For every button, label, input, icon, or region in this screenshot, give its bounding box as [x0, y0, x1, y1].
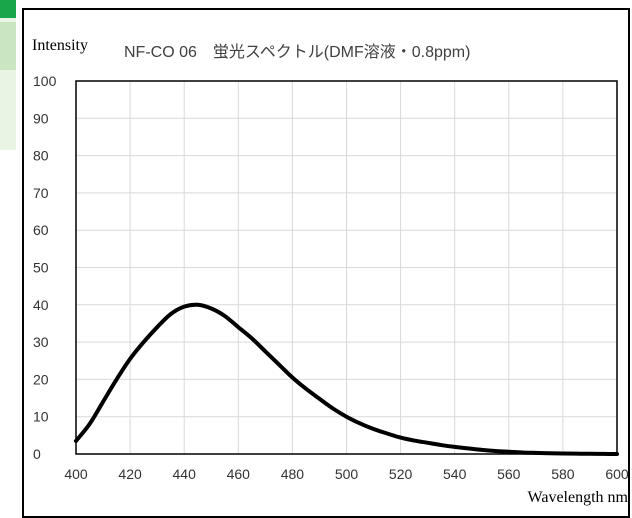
plot-area-border	[75, 80, 618, 455]
y-tick-label: 40	[33, 297, 49, 313]
x-tick-label: 480	[281, 466, 305, 482]
y-tick-label: 70	[33, 185, 49, 201]
y-tick-label: 30	[33, 334, 49, 350]
side-tab-accent	[0, 0, 16, 18]
x-tick-labels: 400 420 440 460 480 500 520 540 560 580 600	[64, 466, 629, 482]
y-tick-label: 0	[33, 446, 41, 462]
side-tab-light	[0, 22, 16, 70]
y-tick-label: 20	[33, 371, 49, 387]
x-tick-label: 460	[227, 466, 251, 482]
chart-frame	[22, 8, 630, 518]
chart-title: NF-CO 06 蛍光スペクトル(DMF溶液・0.8ppm)	[124, 43, 470, 61]
y-tick-label: 10	[33, 409, 49, 425]
x-axis-label: Wavelength nm	[528, 489, 629, 506]
x-tick-label: 500	[335, 466, 359, 482]
x-tick-label: 600	[605, 466, 629, 482]
y-tick-label: 60	[33, 222, 49, 238]
x-tick-label: 520	[389, 466, 413, 482]
y-tick-label: 100	[33, 73, 57, 89]
grid-lines	[75, 80, 618, 455]
x-tick-label: 420	[118, 466, 142, 482]
y-tick-label: 90	[33, 110, 49, 126]
y-tick-labels: 0 10 20 30 40 50 60 70 80 90 100	[33, 73, 57, 462]
y-axis-label: Intensity	[32, 37, 88, 54]
series-line	[74, 302, 619, 456]
y-tick-label: 80	[33, 148, 49, 164]
x-tick-label: 560	[497, 466, 521, 482]
x-tick-label: 580	[551, 466, 575, 482]
y-tick-label: 50	[33, 260, 49, 276]
x-tick-label: 540	[443, 466, 467, 482]
x-tick-label: 440	[173, 466, 197, 482]
x-tick-label: 400	[64, 466, 88, 482]
